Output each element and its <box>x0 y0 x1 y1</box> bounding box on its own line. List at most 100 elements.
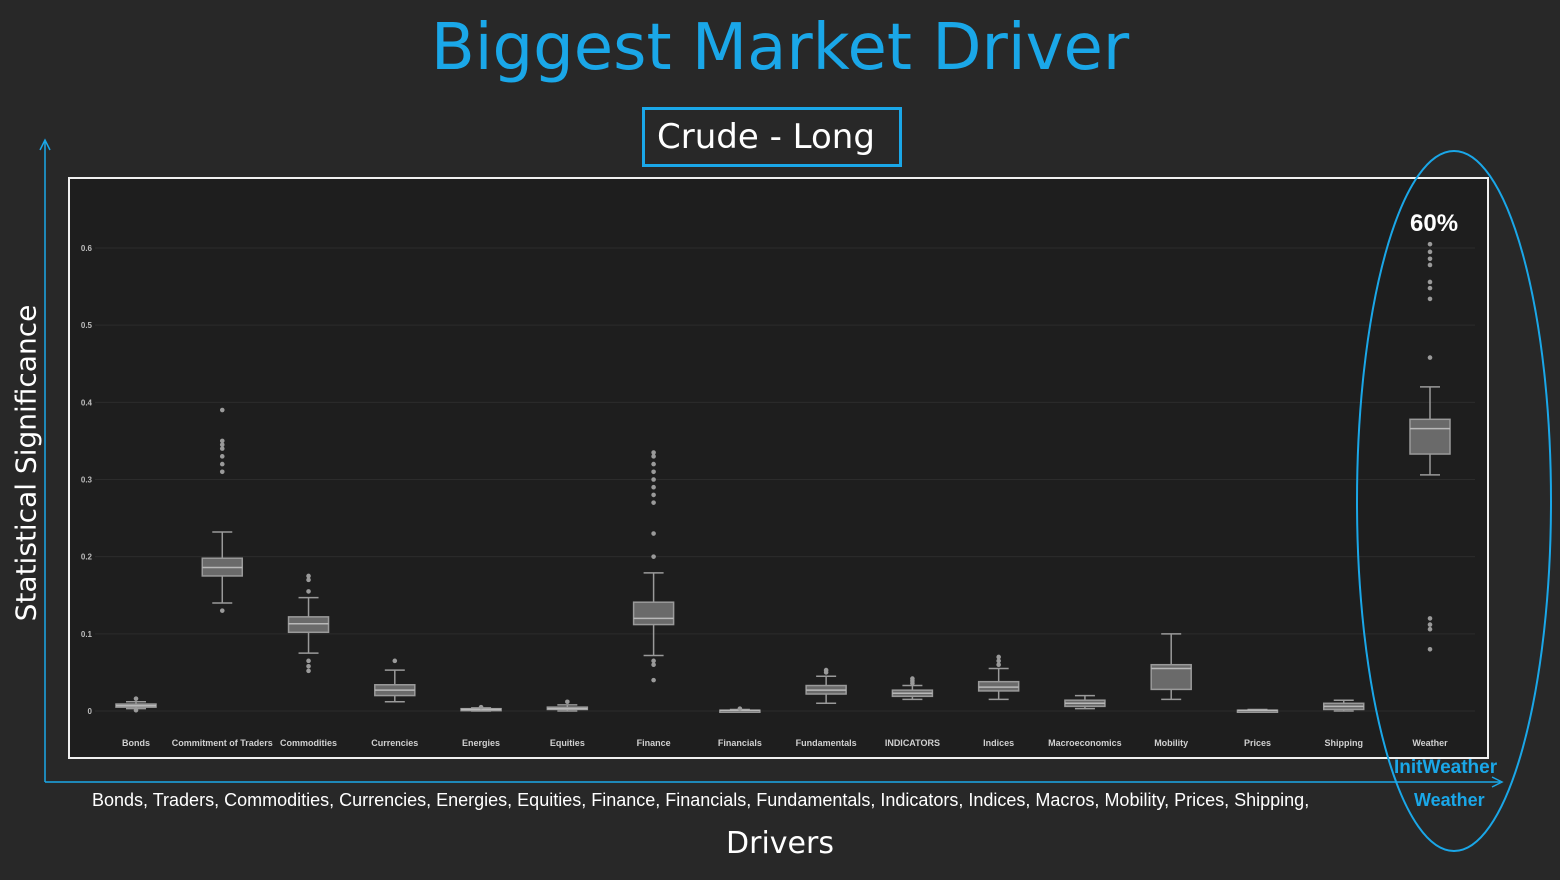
x-tick-label: Commitment of Traders <box>172 738 273 748</box>
outlier-point <box>306 663 311 669</box>
outlier-point <box>219 454 225 459</box>
x-tick-label: Macroeconomics <box>1048 738 1122 748</box>
y-axis-title: Statistical Significance <box>9 304 43 622</box>
box-prices <box>1236 708 1279 713</box>
box-commitment-of-traders <box>201 407 244 613</box>
outlier-point <box>1427 622 1433 627</box>
outlier-point <box>996 662 1001 667</box>
y-tick-label: 0.5 <box>81 321 93 330</box>
x-tick-label: Currencies <box>371 738 418 748</box>
outlier-point <box>306 589 311 594</box>
boxplot-chart: 0 0.1 0.2 0.3 0.4 0.5 0.6 Bonds Commitment of Tr… <box>81 241 1475 748</box>
x-tick-label: Bonds <box>122 738 150 748</box>
outlier-point <box>1427 279 1433 285</box>
outlier-point <box>219 461 225 467</box>
box-weather <box>1409 241 1451 652</box>
x-tick-label: Shipping <box>1324 738 1363 748</box>
x-tick-label: Indices <box>983 738 1014 748</box>
outlier-point <box>219 438 225 444</box>
outlier-point <box>651 500 656 505</box>
outlier-point <box>219 442 225 448</box>
outlier-point <box>306 577 311 583</box>
page-title: Biggest Market Driver <box>430 11 1130 85</box>
outlier-point <box>651 492 656 498</box>
outlier-point <box>651 477 656 482</box>
outlier-point <box>219 446 225 451</box>
y-tick-label: 0.2 <box>81 553 93 562</box>
outlier-point <box>306 658 311 664</box>
box-mobility <box>1150 633 1192 701</box>
chart-subtitle: Crude - Long <box>642 107 902 167</box>
x-tick-label: Fundamentals <box>796 738 857 748</box>
y-tick-label: 0.6 <box>81 244 93 253</box>
outlier-point <box>651 531 656 536</box>
box-indicators <box>891 676 934 701</box>
outlier-point <box>392 658 398 664</box>
x-tick-label: Equities <box>550 738 585 748</box>
x-axis-arrow <box>45 776 1504 788</box>
x-tick-label: Weather <box>1412 738 1448 748</box>
x-tick-label: Energies <box>462 738 500 748</box>
iqr-box <box>977 680 1020 692</box>
outlier-point <box>651 469 656 475</box>
outlier-point <box>133 707 139 713</box>
box-financials <box>719 706 761 713</box>
outlier-point <box>1427 355 1433 360</box>
outlier-point <box>1427 256 1433 262</box>
outlier-point <box>1427 626 1433 632</box>
x-tick-label: Mobility <box>1154 738 1188 748</box>
outlier-point <box>219 469 225 475</box>
outlier-point <box>565 699 570 705</box>
box-shipping <box>1322 699 1365 712</box>
box-fundamentals <box>805 667 847 705</box>
highlight-percent: 60% <box>1410 210 1459 237</box>
box-bonds <box>115 696 157 713</box>
chart-frame: 0 0.1 0.2 0.3 0.4 0.5 0.6 Bonds Commitment of Tr… <box>68 177 1489 759</box>
x-tick-label: Finance <box>637 738 671 748</box>
outlier-point <box>1427 646 1433 652</box>
box-currencies <box>374 658 416 703</box>
y-tick-label: 0.1 <box>81 630 93 639</box>
outlier-point <box>219 608 225 613</box>
iqr-box <box>287 616 330 634</box>
outlier-point <box>1427 241 1433 247</box>
x-tick-label: Prices <box>1244 738 1271 748</box>
iqr-box <box>632 601 675 626</box>
box-equities <box>546 699 589 712</box>
outlier-point <box>651 658 656 664</box>
outlier-point <box>1427 616 1433 621</box>
outlier-point <box>651 454 656 459</box>
x-axis-title: Drivers <box>726 826 834 861</box>
outlier-point <box>996 658 1001 664</box>
outlier-point <box>651 461 656 467</box>
outlier-point <box>219 407 225 413</box>
outlier-point <box>651 554 656 559</box>
outlier-point <box>1427 249 1433 255</box>
box-commodities <box>287 573 330 674</box>
x-tick-label: INDICATORS <box>885 738 940 748</box>
iqr-box <box>1409 418 1451 455</box>
box-macroeconomics <box>1064 694 1106 710</box>
outlier-point <box>651 677 656 683</box>
y-tick-label: 0.4 <box>81 398 93 407</box>
outlier-point <box>737 706 743 711</box>
outlier-point <box>1427 285 1433 291</box>
box-finance <box>632 450 675 683</box>
outlier-point <box>996 654 1001 660</box>
outlier-point <box>306 573 311 579</box>
outlier-point <box>651 662 656 667</box>
outlier-point <box>478 704 484 710</box>
outlier-point <box>823 667 829 673</box>
x-tick-label: Commodities <box>280 738 337 748</box>
init-weather-label: InitWeather <box>1394 757 1498 778</box>
drivers-highlight: Weather <box>1414 790 1485 810</box>
drivers-list: Bonds, Traders, Commodities, Currencies,… <box>92 790 1310 810</box>
outlier-point <box>1427 296 1433 302</box>
x-tick-label: Financials <box>718 738 762 748</box>
box-energies <box>460 704 502 712</box>
y-tick-label: 0.3 <box>81 476 93 485</box>
outlier-point <box>1427 262 1433 268</box>
outlier-point <box>133 696 139 701</box>
outlier-point <box>910 676 915 681</box>
y-tick-label: 0 <box>88 707 93 716</box>
